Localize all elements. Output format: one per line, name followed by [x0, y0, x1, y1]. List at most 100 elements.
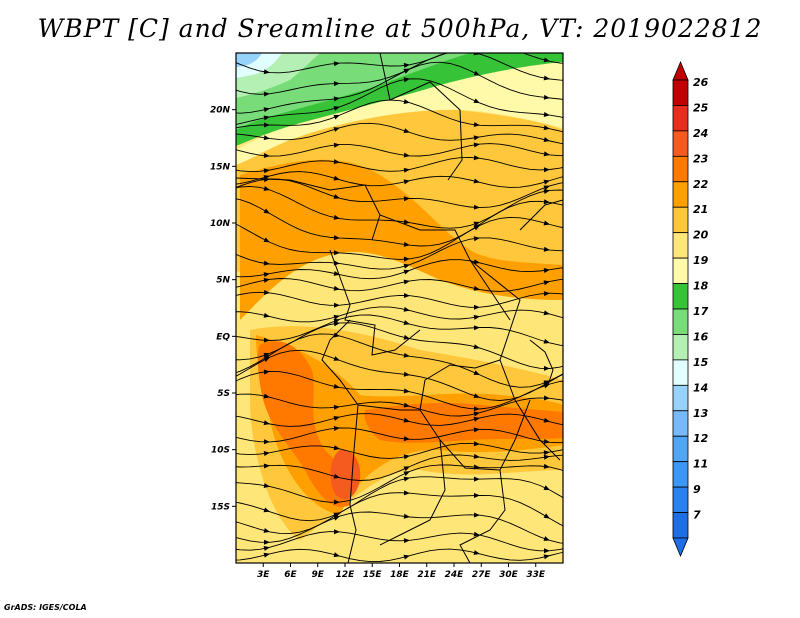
streamline	[236, 198, 563, 247]
streamline-arrow	[543, 338, 550, 344]
streamline-arrow	[403, 388, 410, 394]
streamline-arrow	[403, 62, 410, 68]
colorbar-swatch	[672, 257, 689, 284]
streamline-arrow	[403, 167, 410, 173]
lon-tick-label: 3E	[257, 570, 270, 580]
lon-tick-label: 18E	[390, 570, 410, 580]
streamline-arrow	[403, 471, 410, 477]
streamline	[236, 278, 563, 292]
streamline-arrow	[333, 404, 340, 410]
streamline-arrow	[473, 393, 480, 399]
lon-tick-label: 15E	[363, 570, 383, 580]
streamline-arrow	[333, 383, 340, 389]
streamlines	[236, 53, 563, 563]
streamline-arrow	[263, 451, 270, 457]
streamline	[236, 237, 563, 270]
streamline-arrow	[473, 370, 480, 375]
streamline-arrow	[263, 168, 270, 174]
streamline-arrow	[543, 280, 550, 286]
colorbar-swatch	[672, 283, 689, 310]
streamline-arrow	[263, 369, 270, 375]
streamline-arrow	[473, 98, 480, 104]
colorbar-swatch	[672, 486, 689, 513]
streamline-arrow	[333, 194, 340, 199]
wbpt-19c-region	[236, 58, 563, 165]
streamline	[236, 61, 563, 114]
streamline	[236, 53, 563, 74]
streamline-arrow	[543, 246, 550, 252]
colorbar: 26 25 24 23 22 21 20 19 18 17 16 15 14 13 12 11 9 7	[672, 60, 709, 558]
streamline-arrow	[333, 302, 340, 308]
streamline-arrow	[543, 179, 550, 185]
streamline-arrow	[543, 554, 550, 560]
lon-tick-label: 24E	[445, 570, 465, 580]
streamline-arrow	[543, 220, 550, 226]
streamline-arrow	[543, 94, 550, 100]
wbpt-22c-region	[240, 159, 563, 320]
streamline-arrow	[543, 267, 550, 273]
streamline	[236, 306, 563, 323]
lat-tick-label: EQ	[216, 332, 230, 342]
streamline-arrow	[263, 337, 270, 343]
streamline-arrow	[543, 365, 550, 371]
streamline-arrow	[543, 137, 550, 143]
streamline	[236, 464, 563, 503]
streamline-arrow	[263, 439, 270, 445]
colorbar-label: 22	[693, 178, 709, 191]
streamline-arrow	[543, 75, 550, 81]
streamline-arrow	[473, 344, 480, 350]
colorbar-label: 15	[693, 356, 709, 369]
streamline-arrow	[543, 199, 550, 205]
streamline-arrow	[333, 96, 340, 102]
streamline-arrow	[263, 463, 270, 469]
streamline-arrow	[473, 304, 480, 310]
colorbar-label: 18	[693, 280, 709, 293]
streamline-arrow	[473, 142, 480, 148]
streamline	[236, 531, 563, 552]
streamline-arrow	[263, 312, 270, 318]
colorbar-label: 23	[693, 152, 709, 165]
streamline-arrow	[403, 490, 410, 496]
streamline-arrow	[403, 417, 410, 423]
streamline-arrow	[263, 91, 270, 97]
streamline-arrow	[403, 476, 410, 482]
streamline-arrow	[263, 420, 270, 426]
wbpt-field	[236, 53, 563, 563]
streamline-arrow	[473, 314, 480, 320]
streamline-arrow	[403, 554, 410, 560]
streamline-arrow	[403, 269, 410, 275]
streamline-arrow	[543, 454, 550, 460]
streamline	[236, 314, 563, 346]
streamline-arrow	[333, 127, 340, 132]
streamline-arrow	[333, 425, 340, 431]
country-borders	[236, 53, 563, 563]
streamline-arrow	[333, 81, 340, 87]
streamline	[236, 171, 563, 188]
streamline-arrow	[333, 285, 340, 291]
streamline-arrow	[333, 271, 340, 276]
streamline-arrow	[403, 99, 410, 104]
streamline	[236, 548, 563, 563]
streamline-arrow	[333, 175, 340, 181]
colorbar-swatch	[672, 359, 689, 386]
streamline-arrow	[403, 152, 410, 158]
colorbar-label: 21	[693, 203, 708, 216]
streamline-arrow	[333, 214, 340, 220]
streamline-arrow	[473, 441, 480, 447]
colorbar-swatch	[672, 461, 689, 488]
streamline-arrow	[473, 325, 480, 331]
colorbar-swatch	[672, 334, 689, 361]
streamline-arrow	[543, 438, 550, 444]
streamline-arrow	[403, 538, 410, 544]
streamline-arrow	[403, 306, 410, 312]
streamline-arrow	[543, 185, 550, 191]
streamline-arrow	[473, 53, 480, 56]
colorbar-label: 12	[693, 432, 709, 445]
colorbar-label: 14	[693, 381, 708, 394]
lon-tick-label: 27E	[472, 570, 492, 580]
streamline-arrow	[403, 402, 410, 408]
streamline-arrow	[473, 512, 480, 518]
streamline	[236, 259, 563, 280]
streamline-arrow	[403, 454, 410, 460]
